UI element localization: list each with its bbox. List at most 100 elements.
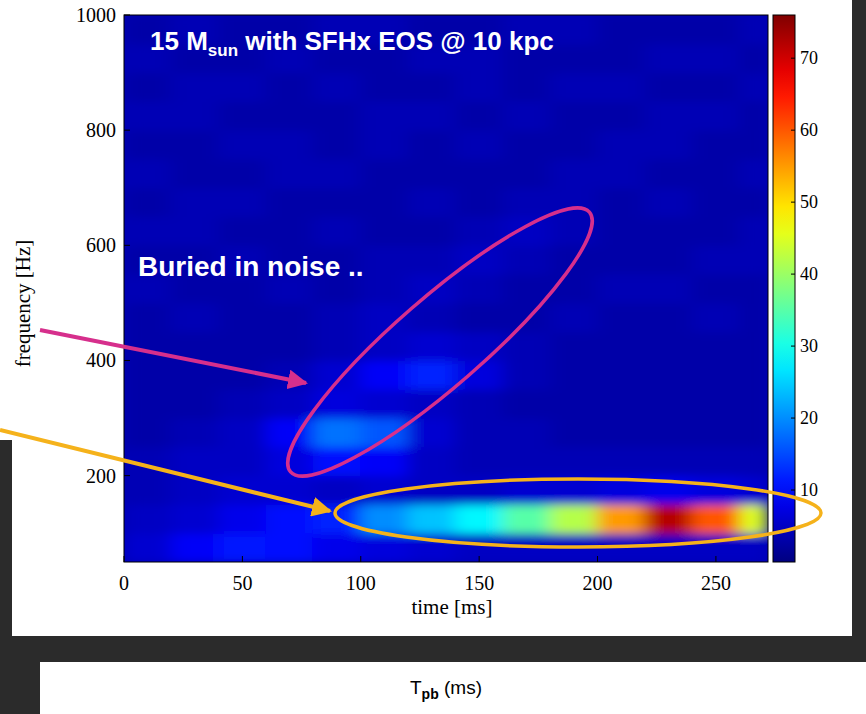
- heat-cell: [124, 418, 172, 448]
- heat-cell: [218, 187, 266, 217]
- heat-cell: [313, 72, 361, 102]
- heat-cell: [218, 504, 266, 534]
- heat-cell: [739, 504, 768, 534]
- heat-cell: [313, 418, 361, 448]
- colorbar-tick: [791, 58, 795, 59]
- x-tick-label: 50: [232, 572, 252, 594]
- x-axis-title: time [ms]: [411, 595, 492, 619]
- frame-strip: [0, 440, 12, 662]
- heat-cell: [597, 72, 645, 102]
- heat-cell: [455, 158, 503, 188]
- colorbar-tick: [791, 274, 795, 275]
- heat-cell: [502, 72, 550, 102]
- x-tick-label: 150: [464, 572, 494, 594]
- heat-cell: [692, 245, 740, 275]
- title-part: 15 M: [150, 26, 208, 56]
- heat-cell: [266, 187, 314, 217]
- heat-cell: [644, 302, 692, 332]
- heat-cell: [502, 187, 550, 217]
- heat-cell: [502, 389, 550, 419]
- heat-cell: [408, 245, 456, 275]
- heat-cell: [171, 389, 219, 419]
- heat-cell: [550, 43, 598, 73]
- chart-root: 0501001502002502004006008001000time [ms]…: [0, 0, 866, 714]
- heat-cell: [597, 216, 645, 246]
- annotation: Buried in noise ..: [138, 251, 364, 282]
- caption: Tpb (ms): [410, 677, 482, 702]
- heat-cell: [692, 72, 740, 102]
- heat-cell: [360, 72, 408, 102]
- x-tick-label: 200: [583, 572, 613, 594]
- heat-cell: [550, 446, 598, 476]
- heat-cell: [171, 130, 219, 160]
- heat-cell: [455, 187, 503, 217]
- heat-cell: [124, 187, 172, 217]
- heat-cell: [692, 533, 740, 562]
- heat-cell: [597, 101, 645, 131]
- heat-cell: [644, 446, 692, 476]
- heat-cell: [502, 130, 550, 160]
- colorbar-tick-label: 70: [800, 48, 818, 68]
- colorbar-tick: [791, 418, 795, 419]
- colorbar-tick-label: 10: [800, 480, 818, 500]
- heat-cell: [692, 43, 740, 73]
- heat-cell: [408, 187, 456, 217]
- y-tick: [124, 245, 130, 246]
- heat-cell: [550, 274, 598, 304]
- title-part: with SFHx EOS @ 10 kpc: [238, 26, 554, 56]
- heat-cell: [644, 504, 692, 534]
- y-axis-title: frequency [Hz]: [11, 240, 35, 368]
- heat-cell: [124, 302, 172, 332]
- heat-cell: [597, 43, 645, 73]
- heat-cell: [597, 504, 645, 534]
- x-tick: [360, 556, 361, 562]
- heat-cell: [550, 15, 598, 44]
- colorbar-tick: [791, 130, 795, 131]
- heat-cell: [124, 360, 172, 390]
- heat-cell: [266, 302, 314, 332]
- colorbar-tick: [791, 490, 795, 491]
- heat-cell: [455, 302, 503, 332]
- heat-cell: [218, 158, 266, 188]
- heat-cell: [360, 101, 408, 131]
- colorbar-tick-label: 60: [800, 120, 818, 140]
- heat-cell: [597, 446, 645, 476]
- heat-cell: [360, 331, 408, 361]
- heat-cell: [360, 274, 408, 304]
- title: 15 Msun with SFHx EOS @ 10 kpc: [150, 26, 554, 60]
- heat-cell: [171, 72, 219, 102]
- heat-cell: [171, 187, 219, 217]
- heat-cell: [313, 101, 361, 131]
- heat-cell: [550, 101, 598, 131]
- heat-cell: [739, 216, 768, 246]
- heat-cell: [171, 533, 219, 562]
- heat-cell: [597, 389, 645, 419]
- heat-cell: [692, 504, 740, 534]
- heat-cell: [124, 158, 172, 188]
- heat-cell: [124, 216, 172, 246]
- heat-cell: [739, 72, 768, 102]
- heat-cell: [550, 130, 598, 160]
- highlight-ellipse: [262, 179, 619, 505]
- heat-cell: [502, 101, 550, 131]
- heat-cell: [266, 504, 314, 534]
- heat-cell: [313, 130, 361, 160]
- heat-cell: [692, 101, 740, 131]
- heat-cell: [266, 389, 314, 419]
- highlight-ellipse: [335, 479, 821, 547]
- heat-cell: [313, 158, 361, 188]
- heat-cell: [408, 72, 456, 102]
- heat-cell: [502, 504, 550, 534]
- heat-cell: [739, 187, 768, 217]
- heat-cell: [739, 331, 768, 361]
- heat-cell: [266, 533, 314, 562]
- heat-cell: [644, 101, 692, 131]
- heat-cell: [692, 130, 740, 160]
- heat-cell: [455, 245, 503, 275]
- colorbar: [773, 15, 795, 562]
- heat-cell: [360, 158, 408, 188]
- frame-strip: [0, 636, 866, 662]
- heat-cell: [550, 158, 598, 188]
- heat-cell: [218, 331, 266, 361]
- heat-cell: [644, 533, 692, 562]
